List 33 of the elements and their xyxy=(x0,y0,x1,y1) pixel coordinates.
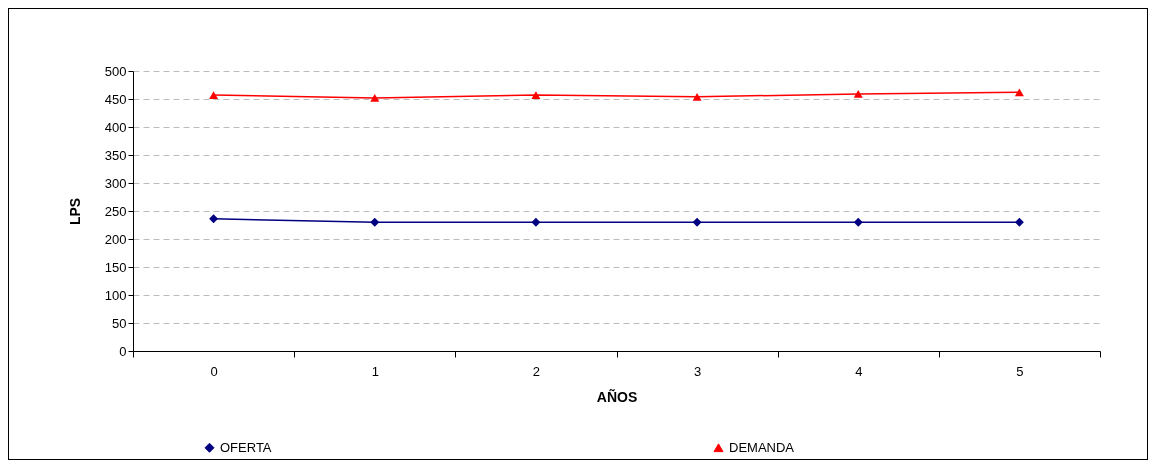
point xyxy=(370,94,380,102)
y-tick-label: 100 xyxy=(104,287,127,303)
y-tick-label: 350 xyxy=(104,147,127,163)
y-tick-label: 50 xyxy=(112,315,127,331)
x-tick-label: 0 xyxy=(210,363,218,379)
point xyxy=(531,217,541,227)
y-axis-title: LPS xyxy=(66,197,83,226)
x-tick-label: 2 xyxy=(532,363,541,379)
y-tick-label: 400 xyxy=(104,119,127,135)
point xyxy=(853,217,863,227)
point xyxy=(531,91,541,99)
y-tick-label: 250 xyxy=(104,203,127,219)
y-tick-label: 0 xyxy=(119,343,127,359)
x-tick-label: 1 xyxy=(371,363,379,379)
x-tick-label: 4 xyxy=(855,363,863,379)
y-tick-label: 300 xyxy=(104,175,127,191)
point xyxy=(1014,217,1024,227)
legend-label: OFERTA xyxy=(220,439,272,455)
y-tick-label: 150 xyxy=(104,259,127,275)
x-tick-label: 3 xyxy=(693,363,702,379)
point xyxy=(692,92,702,101)
x-axis-title: AÑOS xyxy=(596,387,638,405)
point xyxy=(853,90,863,98)
point xyxy=(209,91,219,99)
point xyxy=(1014,88,1024,97)
point xyxy=(692,217,702,227)
y-tick-label: 500 xyxy=(104,63,127,79)
legend-label: DEMANDA xyxy=(729,439,795,455)
x-tick-label: 5 xyxy=(1016,363,1024,379)
y-tick-label: 450 xyxy=(104,91,127,107)
point xyxy=(209,214,219,224)
point xyxy=(370,217,380,227)
y-tick-label: 200 xyxy=(104,231,127,247)
